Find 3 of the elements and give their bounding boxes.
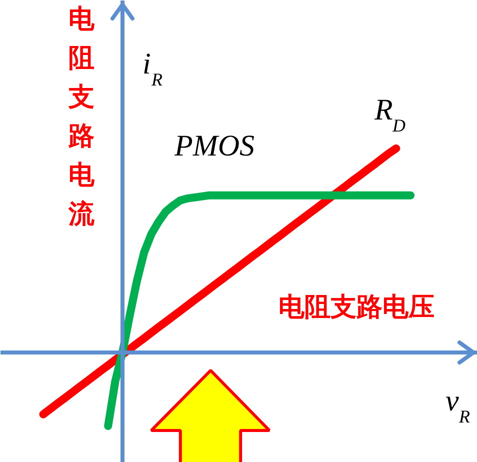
- y-axis-title: 电阻支路电流: [68, 4, 96, 230]
- series-label: PMOS: [174, 130, 254, 162]
- x-axis-title: 电阻支路电压: [278, 292, 434, 322]
